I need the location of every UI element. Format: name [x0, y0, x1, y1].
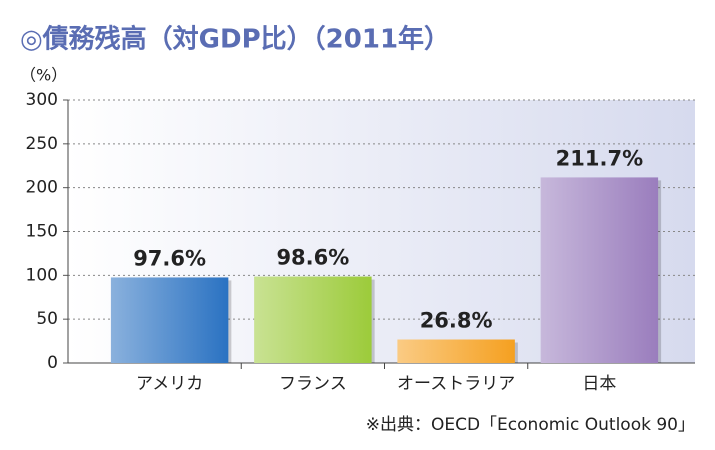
bar: [110, 277, 229, 363]
x-tick-label: オーストラリア: [397, 374, 515, 394]
x-tick-label: 日本: [582, 374, 616, 394]
x-tick-label: フランス: [279, 374, 347, 394]
value-label: 98.6%: [276, 246, 349, 270]
y-tick-label: 250: [26, 134, 58, 154]
y-tick-label: 50: [36, 309, 58, 329]
y-axis-label: （%）: [20, 66, 67, 85]
source-note: ※出典：OECD「Economic Outlook 90」: [366, 415, 695, 435]
y-tick-label: 200: [26, 178, 58, 198]
y-tick-label: 0: [47, 353, 58, 373]
value-label: 211.7%: [556, 146, 643, 170]
bar: [540, 177, 659, 363]
y-tick-label: 150: [26, 222, 58, 242]
bar: [397, 339, 515, 363]
chart-title: ◎債務残高（対GDP比）（2011年）: [20, 24, 450, 55]
x-tick-label: アメリカ: [136, 374, 203, 394]
value-label: 26.8%: [420, 309, 493, 333]
bar: [254, 276, 372, 363]
y-tick-label: 300: [26, 90, 58, 110]
y-tick-label: 100: [26, 265, 58, 285]
value-label: 97.6%: [133, 246, 206, 270]
